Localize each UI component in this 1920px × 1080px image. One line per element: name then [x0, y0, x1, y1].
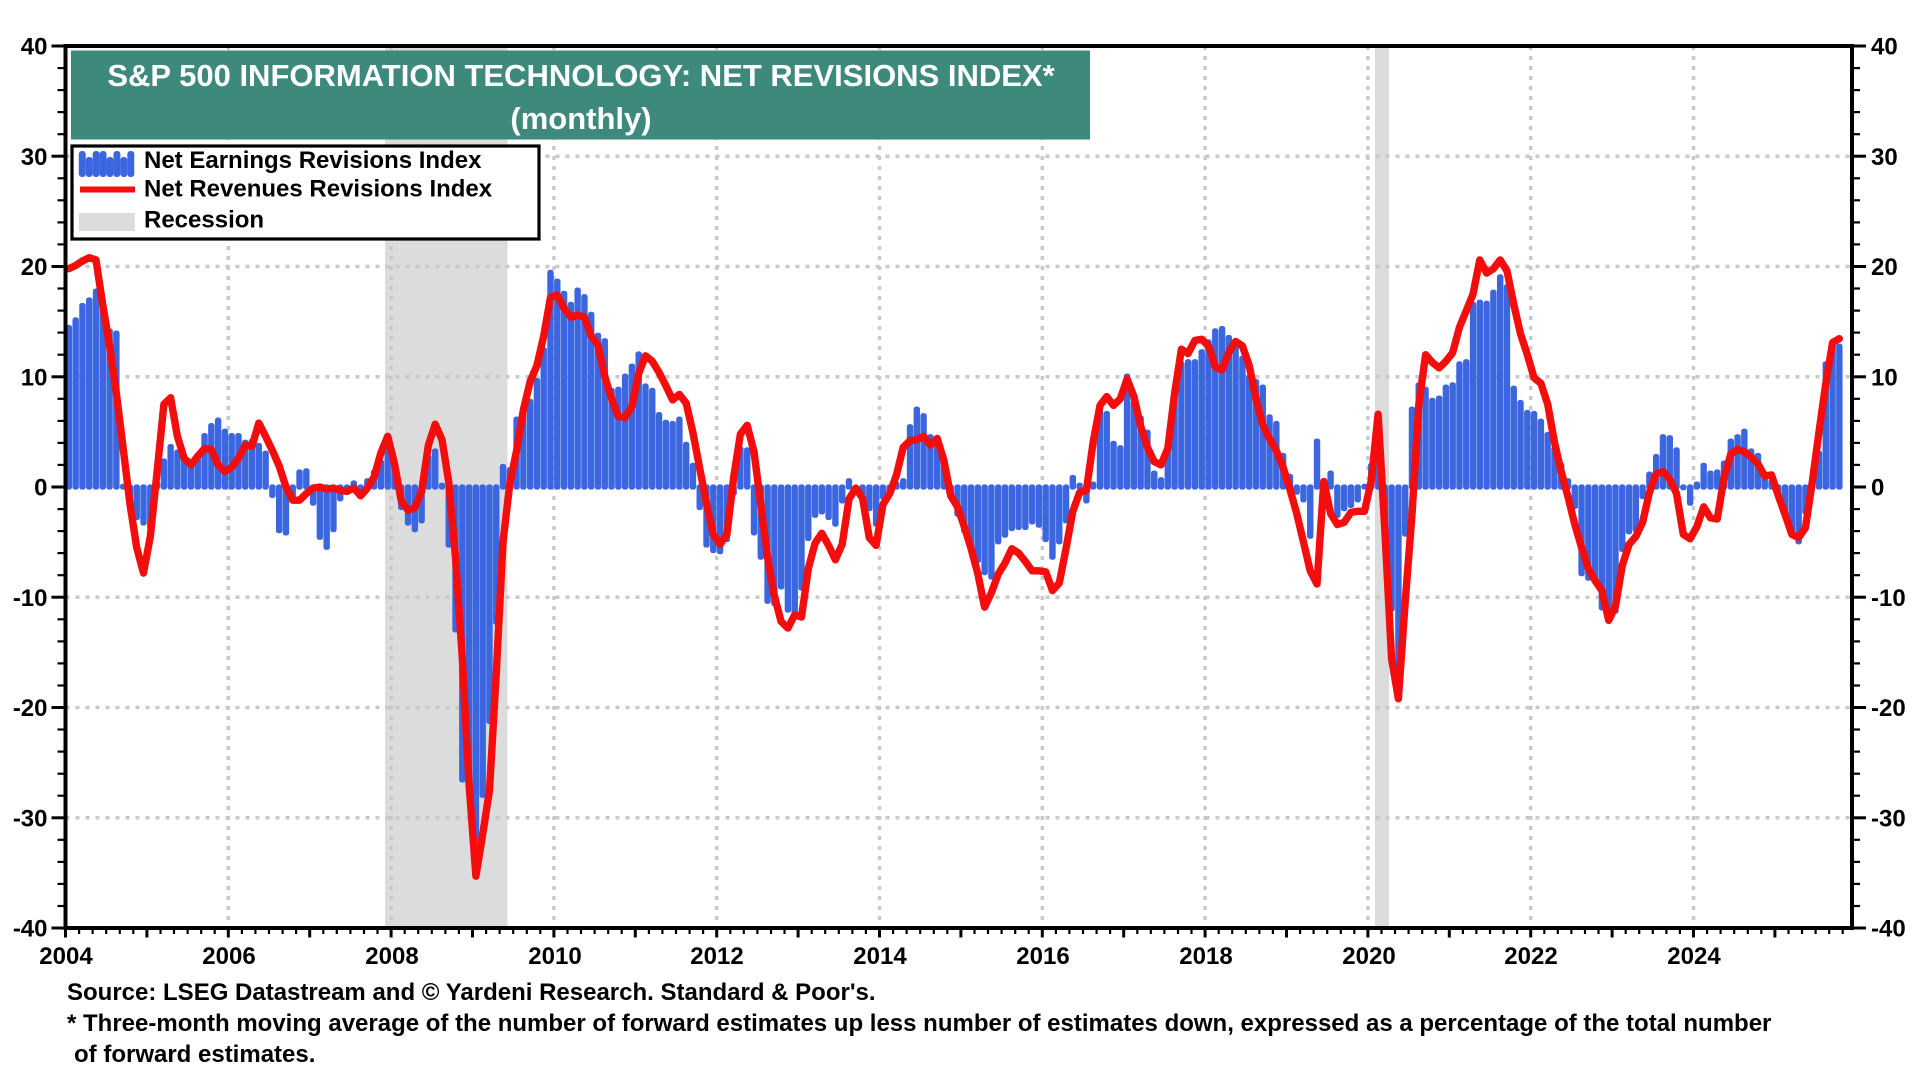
svg-text:2024: 2024 — [1667, 943, 1721, 970]
svg-text:-30: -30 — [13, 805, 48, 832]
svg-text:-20: -20 — [1871, 695, 1906, 722]
svg-text:2018: 2018 — [1179, 943, 1232, 970]
svg-text:2010: 2010 — [528, 943, 581, 970]
svg-text:Recession: Recession — [144, 207, 264, 234]
svg-text:20: 20 — [21, 254, 48, 281]
svg-text:* Three-month moving average o: * Three-month moving average of the numb… — [67, 1010, 1771, 1037]
svg-text:0: 0 — [1871, 475, 1884, 502]
svg-text:S&P 500 INFORMATION TECHNOLOGY: S&P 500 INFORMATION TECHNOLOGY: NET REVI… — [107, 58, 1055, 93]
svg-text:20: 20 — [1871, 254, 1898, 281]
svg-text:30: 30 — [21, 144, 48, 171]
svg-text:30: 30 — [1871, 144, 1898, 171]
svg-text:-10: -10 — [13, 585, 48, 612]
svg-text:0: 0 — [34, 475, 47, 502]
svg-text:of forward estimates.: of forward estimates. — [74, 1041, 315, 1068]
svg-text:-20: -20 — [13, 695, 48, 722]
svg-text:-40: -40 — [1871, 916, 1906, 943]
svg-text:10: 10 — [21, 364, 48, 391]
svg-text:2022: 2022 — [1504, 943, 1557, 970]
svg-text:2012: 2012 — [690, 943, 743, 970]
svg-text:-40: -40 — [13, 916, 48, 943]
svg-text:Net Revenues Revisions Index: Net Revenues Revisions Index — [144, 176, 493, 203]
svg-text:Net Earnings Revisions Index: Net Earnings Revisions Index — [144, 147, 482, 174]
svg-text:2004: 2004 — [39, 943, 93, 970]
svg-text:40: 40 — [21, 34, 48, 61]
svg-text:-30: -30 — [1871, 805, 1906, 832]
svg-text:2006: 2006 — [202, 943, 255, 970]
svg-text:2020: 2020 — [1342, 943, 1395, 970]
svg-text:2008: 2008 — [365, 943, 418, 970]
svg-text:(monthly): (monthly) — [510, 101, 651, 136]
svg-text:2014: 2014 — [853, 943, 907, 970]
svg-text:2016: 2016 — [1016, 943, 1069, 970]
svg-text:40: 40 — [1871, 34, 1898, 61]
svg-text:Source: LSEG Datastream and ©: Source: LSEG Datastream and © Yardeni Re… — [67, 979, 876, 1006]
svg-text:10: 10 — [1871, 364, 1898, 391]
svg-text:-10: -10 — [1871, 585, 1906, 612]
